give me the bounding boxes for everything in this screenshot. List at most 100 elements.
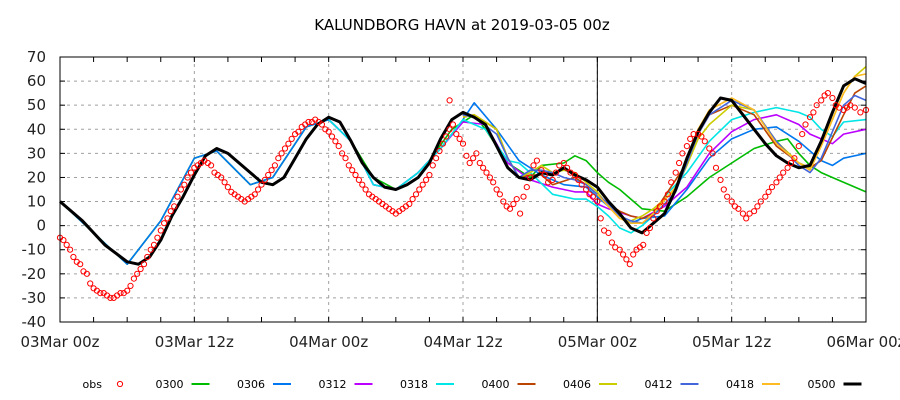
obs-point	[757, 198, 764, 205]
x-tick-label: 03Mar 00z	[20, 333, 99, 351]
obs-point	[150, 241, 158, 248]
obs-point	[799, 131, 806, 138]
chart-title: KALUNDBORG HAVN at 2019-03-05 00z	[314, 16, 610, 34]
obs-point	[829, 94, 836, 102]
legend: obs 0300 0306 0312 0318 0400 0406 0412 0418 0500	[83, 378, 862, 391]
obs-point	[802, 121, 809, 128]
obs-point	[140, 261, 148, 268]
y-tick-label: -40	[22, 313, 47, 331]
obs-point	[466, 159, 473, 167]
obs-point	[107, 294, 114, 301]
legend-label: 0406	[563, 378, 591, 391]
obs-point	[661, 198, 668, 205]
y-tick-label: 10	[27, 193, 46, 211]
obs-point	[500, 198, 507, 205]
obs-point	[679, 150, 686, 157]
series-line-0318	[328, 106, 867, 234]
obs-point	[339, 150, 346, 157]
obs-point	[754, 203, 761, 210]
obs-point	[787, 159, 795, 167]
obs-point	[187, 169, 195, 176]
obs-point	[117, 290, 124, 297]
obs-point	[720, 186, 727, 193]
obs-point	[656, 203, 664, 210]
obs-point	[851, 104, 858, 111]
obs-point	[709, 150, 716, 157]
y-tick-label: 0	[36, 217, 46, 235]
obs-point	[406, 200, 413, 208]
obs-point	[643, 229, 650, 236]
obs-point	[409, 196, 416, 203]
obs-point	[483, 169, 490, 176]
obs-point	[538, 167, 545, 174]
obs-point	[352, 171, 359, 179]
obs-point	[857, 109, 864, 116]
x-tick-label: 05Mar 12z	[692, 333, 771, 351]
obs-point	[271, 162, 278, 169]
gridlines	[60, 57, 866, 322]
obs-point	[174, 193, 181, 200]
x-tick-label: 06Mar 00z	[826, 333, 900, 351]
obs-point	[362, 186, 369, 193]
y-tick-label: -30	[22, 289, 47, 307]
obs-point	[77, 261, 84, 268]
obs-point	[564, 164, 571, 171]
obs-point	[765, 188, 772, 195]
obs-point	[208, 162, 215, 169]
plot-frame	[59, 56, 867, 323]
obs-point	[698, 133, 705, 140]
obs-point	[513, 196, 520, 203]
obs-point	[712, 164, 720, 171]
y-tick-label: 40	[27, 120, 46, 138]
obs-point	[171, 203, 178, 210]
obs-point	[724, 193, 731, 200]
obs-point	[520, 193, 527, 200]
obs-point	[480, 164, 487, 171]
obs-point	[60, 237, 67, 244]
x-tick-label: 04Mar 12z	[423, 333, 502, 351]
obs-point	[583, 186, 590, 193]
obs-point	[668, 179, 675, 186]
obs-point	[459, 140, 467, 147]
series-line-0500	[59, 77, 867, 266]
obs-point	[510, 200, 517, 208]
obs-point	[517, 210, 524, 217]
obs-point	[575, 176, 582, 183]
y-tick-label: 50	[27, 96, 46, 114]
obs-point	[476, 159, 483, 167]
obs-point	[490, 179, 497, 186]
obs-point	[589, 193, 597, 200]
obs-point	[470, 155, 477, 162]
obs-point	[342, 155, 349, 162]
obs-point	[359, 181, 366, 188]
legend-label: 0312	[319, 378, 347, 391]
obs-point	[83, 270, 91, 277]
obs-point	[137, 265, 144, 273]
legend-label: 0418	[726, 378, 754, 391]
obs-point	[419, 181, 426, 188]
legend-label: 0412	[645, 378, 673, 391]
obs-point	[164, 215, 171, 222]
obs-point	[453, 131, 460, 138]
obs-point	[623, 256, 630, 263]
obs-point	[560, 159, 567, 167]
obs-point	[275, 155, 282, 162]
obs-point	[690, 131, 697, 138]
y-tick-label: 30	[27, 144, 46, 162]
obs-point	[594, 198, 601, 205]
legend-marker-obs	[116, 380, 124, 388]
obs-point	[124, 287, 131, 294]
obs-point	[224, 184, 231, 191]
obs-point	[87, 280, 94, 287]
obs-point	[751, 208, 758, 215]
obs-point	[439, 140, 446, 147]
obs-point	[134, 270, 141, 277]
obs-point	[265, 171, 272, 179]
y-tick-label: 70	[27, 48, 46, 66]
obs-point	[706, 145, 713, 152]
obs-point	[127, 282, 134, 289]
obs-point	[157, 227, 164, 234]
obs-point	[429, 162, 436, 169]
obs-point	[496, 191, 503, 198]
obs-point	[463, 152, 470, 159]
